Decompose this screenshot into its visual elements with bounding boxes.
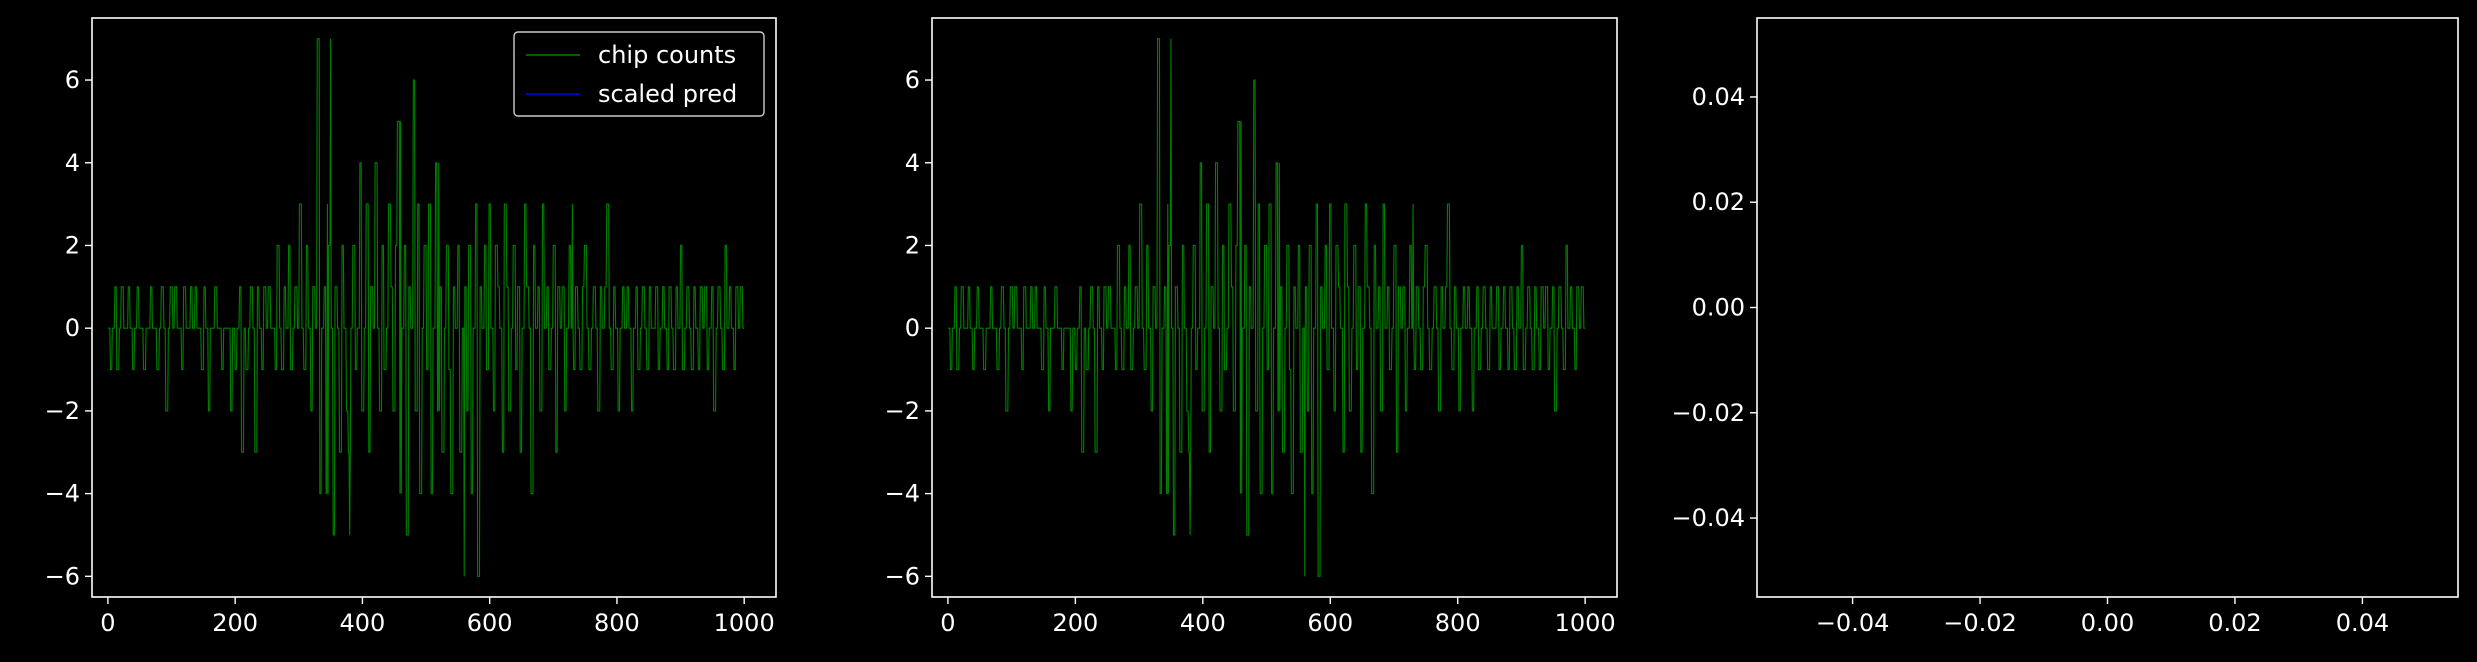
x-tick-label: 800 [594, 609, 640, 637]
legend: chip counts scaled pred [513, 31, 765, 117]
x-tick-label: 600 [467, 609, 513, 637]
series-line-1 [107, 38, 745, 577]
x-tick-label: 200 [1052, 609, 1098, 637]
y-tick-label: 0.02 [1692, 188, 1745, 216]
chart-panel-2: 0 200 400 600 800 1000 −6 −4 −2 0 2 4 6 [885, 17, 1618, 637]
y-tick-label: −4 [885, 480, 920, 508]
y-tick-label: 4 [905, 149, 920, 177]
x-tick-label: 200 [212, 609, 258, 637]
axes-frame [931, 17, 1618, 598]
series-line-1 [947, 38, 1586, 577]
x-tick-label: 0.04 [2336, 609, 2389, 637]
y-tick-label: 0.04 [1692, 83, 1745, 111]
chart-panel-1: 0 200 400 600 800 1000 −6 −4 −2 0 2 4 6 chip counts sc… [45, 17, 777, 637]
y-tick-label: 2 [65, 231, 80, 259]
x-tick-label: 800 [1435, 609, 1481, 637]
legend-box [513, 31, 765, 117]
x-tick-label: 1000 [714, 609, 775, 637]
x-tick-label: −0.02 [1943, 609, 2017, 637]
y-tick-label: −6 [885, 562, 920, 590]
y-tick-label: −0.04 [1671, 504, 1745, 532]
y-tick-label: 6 [65, 66, 80, 94]
y-tick-label: 4 [65, 149, 80, 177]
x-tick-label: 1000 [1555, 609, 1616, 637]
x-tick-label: −0.04 [1816, 609, 1890, 637]
y-tick-label: −6 [45, 562, 80, 590]
x-tick-label: 0 [100, 609, 115, 637]
y-tick-label: 0 [905, 314, 920, 342]
legend-label: scaled pred [598, 80, 737, 108]
x-tick-label: 400 [340, 609, 386, 637]
chart-panel-3: −0.04 −0.02 0.00 0.02 0.04 −0.04 −0.02 0.00 0.02… [1671, 17, 2459, 637]
x-tick-label: 0 [940, 609, 955, 637]
y-tick-label: −4 [45, 480, 80, 508]
x-tick-label: 0.00 [2081, 609, 2134, 637]
axes-frame [91, 17, 777, 598]
y-tick-label: 0.00 [1692, 294, 1745, 322]
legend-label: chip counts [598, 41, 736, 69]
x-tick-label: 400 [1180, 609, 1226, 637]
x-tick-label: 600 [1307, 609, 1353, 637]
x-tick-label: 0.02 [2208, 609, 2261, 637]
y-tick-label: −0.02 [1671, 399, 1745, 427]
y-tick-label: −2 [45, 397, 80, 425]
y-tick-label: 0 [65, 314, 80, 342]
y-tick-label: 2 [905, 231, 920, 259]
y-tick-label: −2 [885, 397, 920, 425]
y-tick-label: 6 [905, 66, 920, 94]
